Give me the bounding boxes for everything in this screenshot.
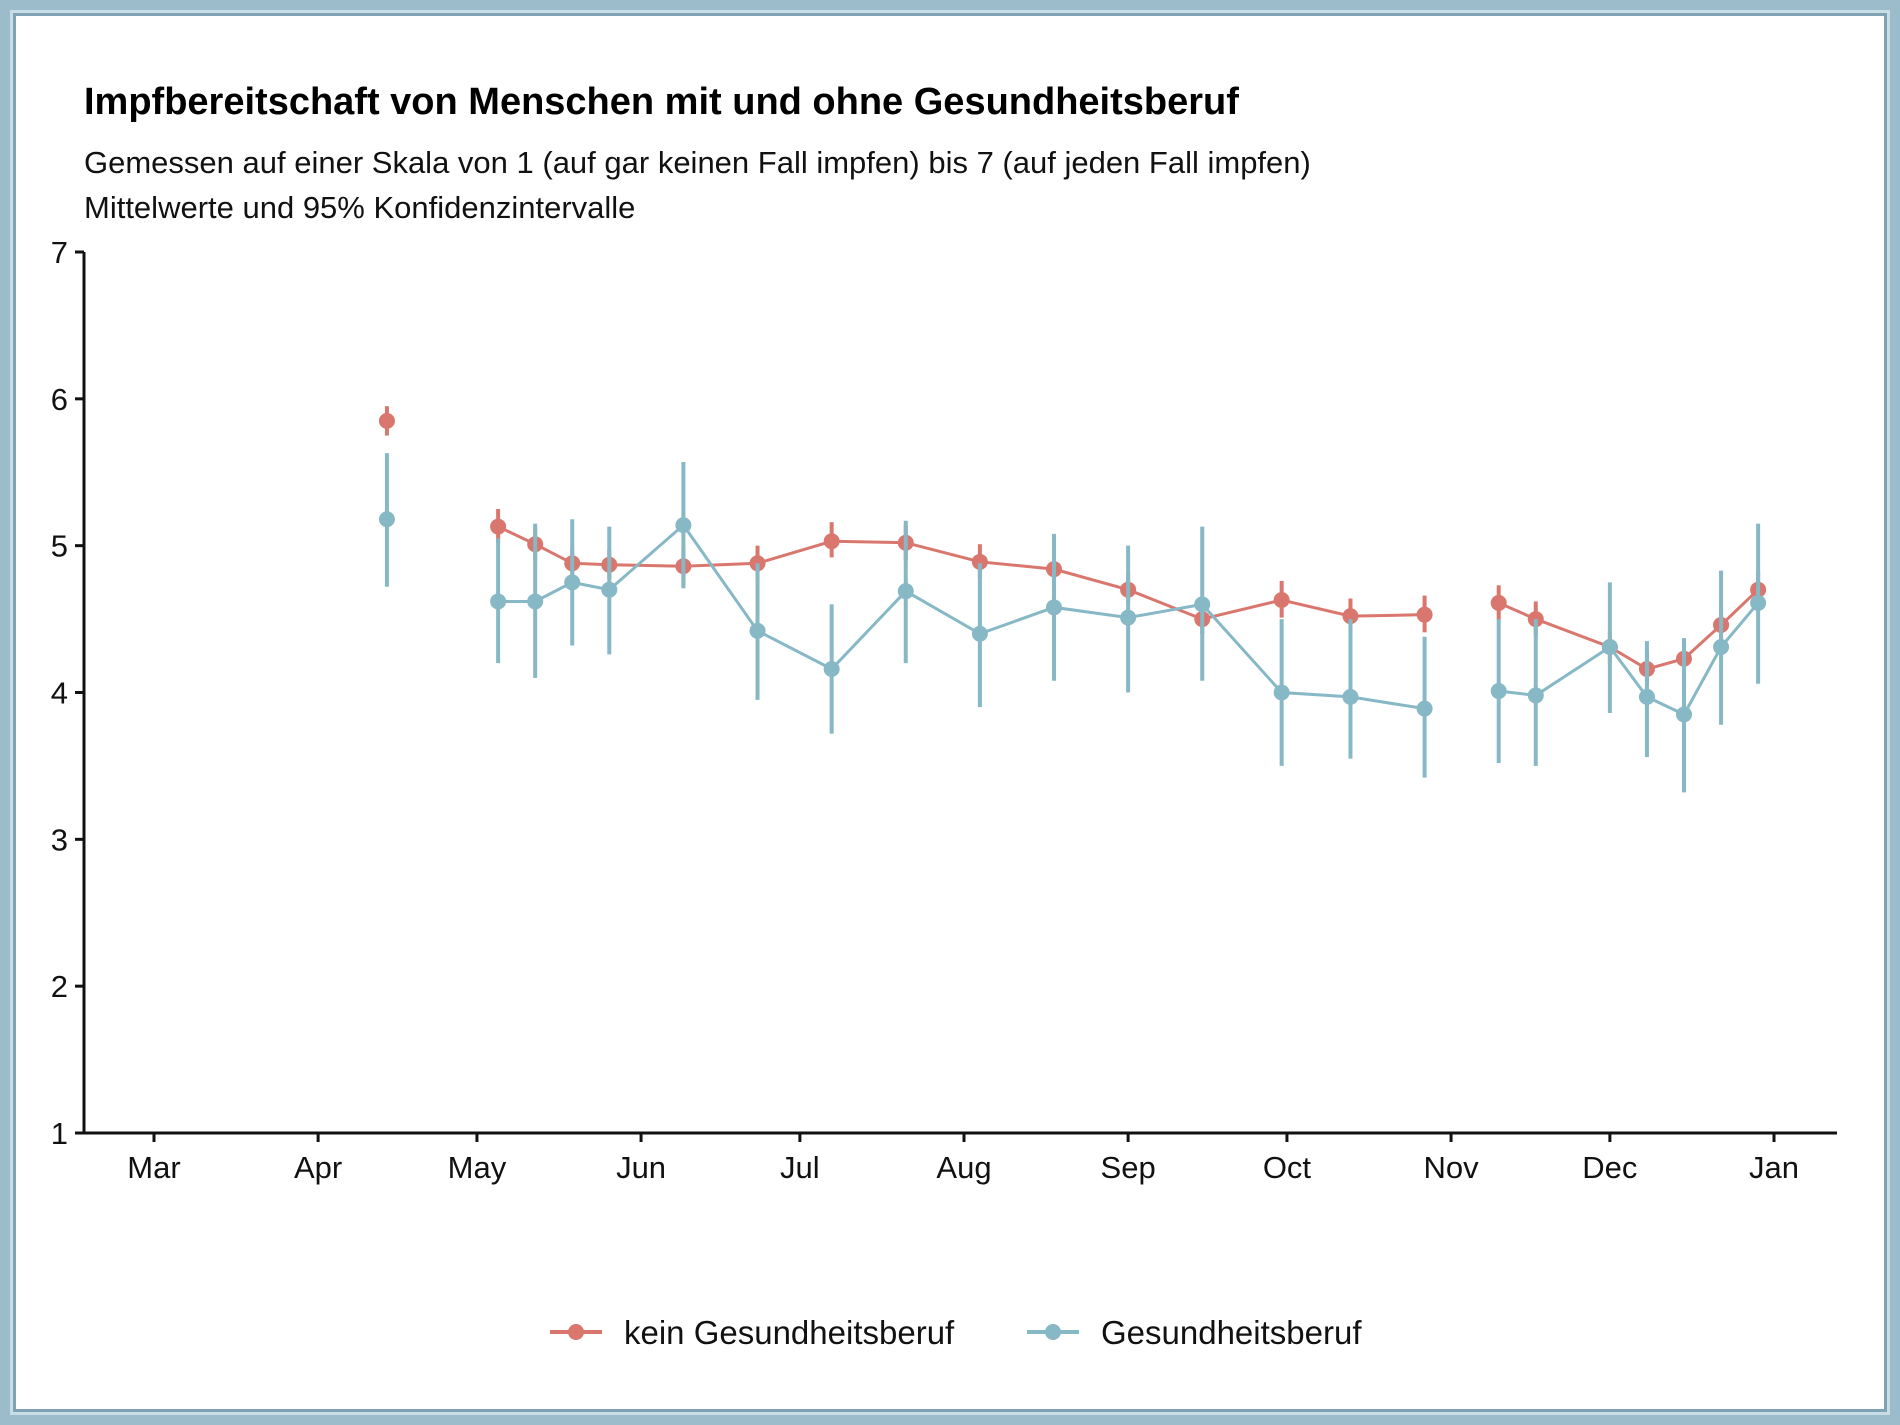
x-tick-label: May (448, 1150, 507, 1185)
x-tick-label: Oct (1263, 1150, 1312, 1185)
data-point (1750, 594, 1767, 611)
data-point (675, 517, 692, 534)
data-point (749, 622, 766, 639)
legend-key-point (1045, 1324, 1061, 1340)
data-point (490, 518, 507, 535)
data-point (1676, 706, 1692, 723)
legend-label: kein Gesundheitsberuf (624, 1314, 955, 1351)
x-tick-label: Jul (780, 1150, 820, 1185)
data-point (1342, 608, 1359, 625)
data-point (1490, 683, 1507, 700)
series-1 (378, 453, 1767, 793)
y-tick-label: 6 (51, 382, 68, 417)
series-0 (378, 406, 1767, 684)
data-point (1490, 594, 1507, 611)
data-point (527, 593, 544, 610)
data-point (1713, 638, 1730, 655)
data-point (897, 583, 914, 600)
x-tick-label: Dec (1582, 1150, 1637, 1185)
data-point (1273, 591, 1290, 608)
data-point (1194, 596, 1211, 613)
data-point (1527, 687, 1544, 704)
y-tick-label: 3 (51, 822, 68, 857)
data-point (971, 553, 988, 570)
data-point (971, 625, 988, 642)
data-point (564, 574, 581, 591)
data-point (1273, 684, 1290, 701)
x-tick-label: Mar (127, 1150, 180, 1185)
data-point (1638, 688, 1655, 705)
data-point (601, 581, 618, 598)
chart-subtitle-line-2: Mittelwerte und 95% Konfidenzintervalle (84, 190, 635, 225)
legend-label: Gesundheitsberuf (1101, 1314, 1362, 1351)
x-tick-label: Jan (1749, 1150, 1799, 1185)
data-point (378, 511, 395, 528)
data-point (823, 533, 840, 550)
data-point (490, 593, 507, 610)
x-tick-label: Apr (294, 1150, 342, 1185)
data-point (1601, 638, 1618, 655)
y-tick-label: 2 (51, 969, 68, 1004)
data-point (1046, 599, 1062, 616)
x-tick-label: Aug (936, 1150, 991, 1185)
data-point (1416, 606, 1433, 623)
y-tick-label: 1 (51, 1116, 68, 1151)
data-point (823, 661, 840, 678)
x-tick-label: Sep (1101, 1150, 1156, 1185)
chart-title: Impfbereitschaft von Menschen mit und oh… (84, 81, 1239, 123)
x-tick-label: Nov (1423, 1150, 1479, 1185)
data-point (1342, 688, 1359, 705)
data-point (1416, 700, 1433, 717)
data-point (378, 412, 395, 429)
y-tick-label: 7 (51, 235, 68, 270)
data-point (1120, 609, 1137, 626)
x-tick-label: Jun (616, 1150, 666, 1185)
chart-subtitle-line-1: Gemessen auf einer Skala von 1 (auf gar … (84, 145, 1311, 180)
series-line (498, 522, 1425, 711)
legend-key-point (568, 1324, 584, 1340)
legend: kein Gesundheitsberuf Gesundheitsberuf (550, 1314, 1362, 1351)
y-tick-label: 4 (51, 676, 68, 711)
y-tick-label: 5 (51, 529, 68, 564)
